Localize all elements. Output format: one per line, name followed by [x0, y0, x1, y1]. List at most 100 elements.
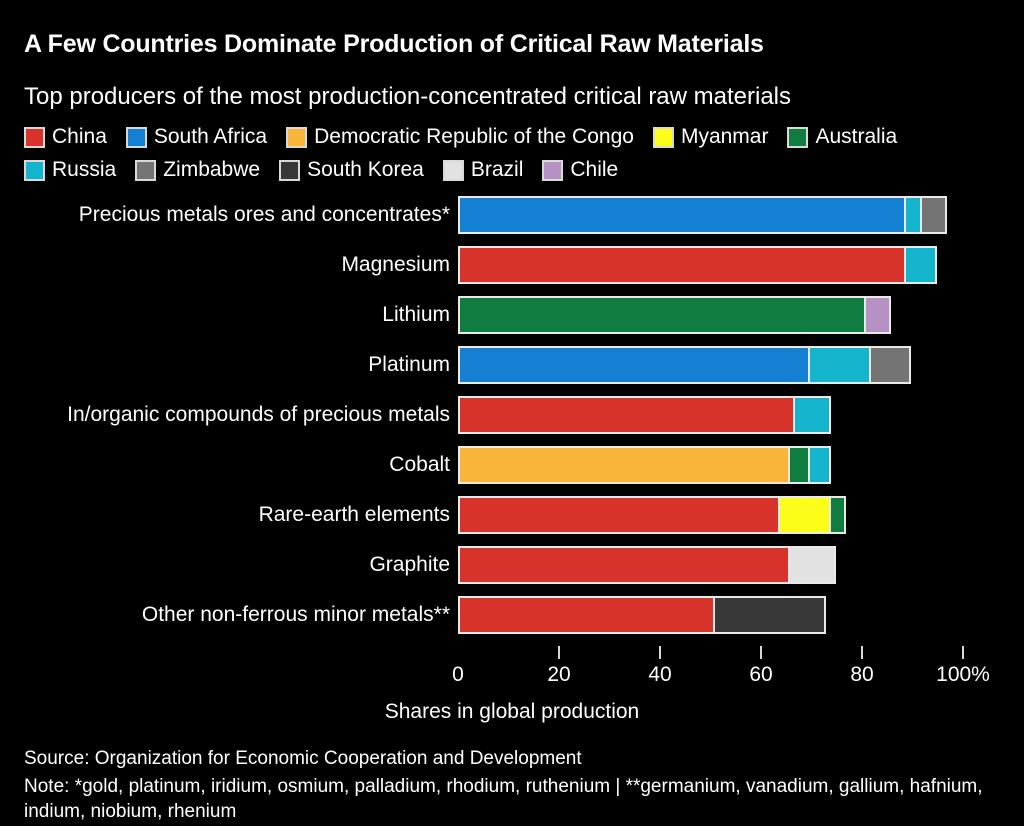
- legend-swatch-icon: [24, 126, 45, 148]
- axis-tick-label: 0: [452, 663, 464, 686]
- legend-item: Chile: [542, 158, 618, 182]
- axis-tick-mark: [861, 646, 863, 659]
- chart-row: Precious metals ores and concentrates*: [24, 196, 1000, 234]
- axis-tick-label: 60: [749, 663, 773, 686]
- bar-segment: [460, 248, 905, 282]
- bar-segment: [460, 498, 779, 532]
- chart-row: Magnesium: [24, 246, 1000, 284]
- chart-row: Other non-ferrous minor metals**: [24, 596, 1000, 634]
- bar-segment: [795, 398, 829, 432]
- legend-item: Zimbabwe: [135, 158, 260, 182]
- bar-chart: Precious metals ores and concentrates* Ma…: [24, 196, 1000, 634]
- category-label: Rare-earth elements: [258, 503, 450, 526]
- bar-track: [458, 546, 963, 584]
- bar-track: [458, 496, 963, 534]
- legend-label: Chile: [570, 158, 619, 181]
- stacked-bar: [458, 196, 947, 234]
- bar-segment: [460, 398, 794, 432]
- category-label: Precious metals ores and concentrates*: [78, 203, 450, 226]
- category-label: Lithium: [382, 303, 450, 326]
- legend-label: Brazil: [470, 158, 524, 181]
- legend-label: Australia: [815, 125, 898, 148]
- footer: Source: Organization for Economic Cooper…: [24, 746, 1000, 824]
- footnote: Note: *gold, platinum, iridium, osmium, …: [24, 776, 983, 822]
- bar-segment: [460, 548, 789, 582]
- category-label: Cobalt: [389, 453, 450, 476]
- axis-tick-label: 80: [850, 663, 874, 686]
- legend-label: China: [52, 125, 107, 148]
- legend-swatch-icon: [279, 159, 301, 181]
- stacked-bar: [458, 246, 937, 284]
- legend-item: China: [24, 125, 107, 149]
- category-label: In/organic compounds of precious metals: [67, 403, 450, 426]
- chart-row: Graphite: [24, 546, 1000, 584]
- bar-segment: [906, 248, 935, 282]
- legend-item: Brazil: [442, 158, 524, 182]
- stacked-bar: [458, 346, 912, 384]
- legend-label: South Korea: [307, 158, 424, 181]
- x-axis: 0 20 40 60 80 100%: [452, 646, 990, 692]
- x-axis-title: Shares in global production: [384, 700, 640, 723]
- bar-segment: [460, 198, 905, 232]
- bar-track: [458, 396, 963, 434]
- legend-swatch-icon: [286, 126, 308, 148]
- legend-row: Russia Zimbabwe South Korea Brazil Chile: [24, 158, 1000, 182]
- chart-row: Lithium: [24, 296, 1000, 334]
- stacked-bar: [458, 446, 831, 484]
- bar-track: [458, 346, 963, 384]
- bar-segment: [790, 448, 809, 482]
- chart-row: Platinum: [24, 346, 1000, 384]
- chart-row: Rare-earth elements: [24, 496, 1000, 534]
- legend: China South Africa Democratic Republic of …: [24, 125, 1000, 182]
- chart-row: In/organic compounds of precious metals: [24, 396, 1000, 434]
- legend-item: Australia: [787, 125, 897, 149]
- legend-swatch-icon: [542, 159, 564, 181]
- legend-swatch-icon: [652, 126, 674, 148]
- legend-item: South Africa: [125, 125, 268, 149]
- axis-tick-mark: [962, 646, 964, 659]
- legend-item: South Korea: [279, 158, 424, 182]
- legend-label: South Africa: [153, 125, 268, 148]
- legend-swatch-icon: [125, 126, 147, 148]
- bar-segment: [871, 348, 910, 382]
- chart-row: Cobalt: [24, 446, 1000, 484]
- bar-segment: [906, 198, 920, 232]
- axis-tick-label: 100%: [936, 663, 990, 686]
- legend-swatch-icon: [24, 159, 45, 181]
- legend-item: Democratic Republic of the Congo: [286, 125, 634, 149]
- legend-row: China South Africa Democratic Republic of …: [24, 125, 1000, 149]
- bar-segment: [790, 548, 834, 582]
- category-label: Other non-ferrous minor metals**: [141, 603, 450, 626]
- stacked-bar: [458, 546, 836, 584]
- axis-tick-label: 40: [648, 663, 672, 686]
- legend-label: Russia: [52, 158, 117, 181]
- bar-track: [458, 196, 963, 234]
- stacked-bar: [458, 596, 826, 634]
- legend-swatch-icon: [442, 159, 464, 181]
- axis-tick-mark: [760, 646, 762, 659]
- chart-title: A Few Countries Dominate Production of C…: [24, 30, 764, 58]
- bar-track: [458, 246, 963, 284]
- chart-subtitle: Top producers of the most production-con…: [24, 83, 792, 110]
- legend-item: Russia: [24, 158, 116, 182]
- bar-segment: [460, 598, 713, 632]
- bar-track: [458, 446, 963, 484]
- stacked-bar: [458, 296, 892, 334]
- bar-segment: [460, 348, 809, 382]
- legend-label: Zimbabwe: [163, 158, 261, 181]
- bar-segment: [780, 498, 829, 532]
- axis-tick-mark: [558, 646, 560, 659]
- axis-tick-mark: [659, 646, 661, 659]
- axis-tick-label: 20: [547, 663, 571, 686]
- legend-swatch-icon: [135, 159, 157, 181]
- legend-swatch-icon: [787, 126, 809, 148]
- legend-item: Myanmar: [652, 125, 768, 149]
- bar-track: [458, 296, 963, 334]
- stacked-bar: [458, 396, 831, 434]
- source-note: Source: Organization for Economic Cooper…: [24, 748, 582, 769]
- stacked-bar: [458, 496, 846, 534]
- bar-segment: [810, 348, 870, 382]
- legend-label: Democratic Republic of the Congo: [314, 125, 634, 148]
- bar-segment: [921, 198, 945, 232]
